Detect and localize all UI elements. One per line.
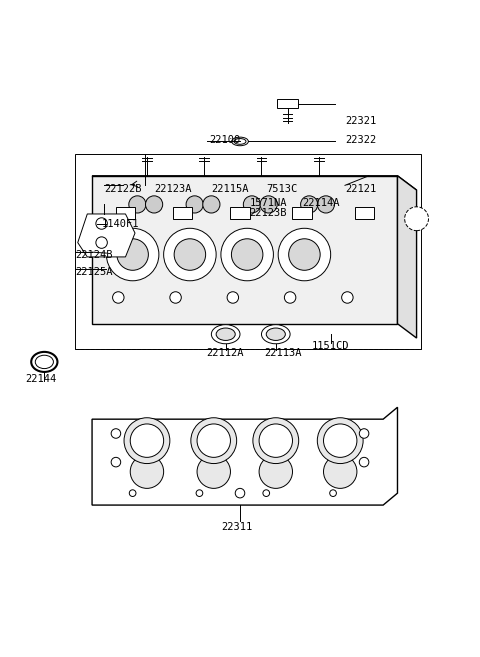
Circle shape <box>186 196 203 213</box>
Text: 22121: 22121 <box>345 184 376 194</box>
Circle shape <box>259 424 292 457</box>
Text: 22322: 22322 <box>345 135 376 145</box>
Text: 22115A: 22115A <box>211 184 249 194</box>
Text: 22311: 22311 <box>221 522 252 532</box>
Text: 22123B: 22123B <box>250 208 287 218</box>
Text: 22122B: 22122B <box>104 184 142 194</box>
Polygon shape <box>92 176 397 324</box>
Circle shape <box>164 228 216 281</box>
Text: 22125A: 22125A <box>75 267 113 277</box>
Circle shape <box>191 418 237 464</box>
Circle shape <box>360 457 369 467</box>
Polygon shape <box>92 407 397 505</box>
Polygon shape <box>92 176 417 190</box>
Polygon shape <box>277 99 298 108</box>
Ellipse shape <box>262 325 290 344</box>
Circle shape <box>317 418 363 464</box>
Circle shape <box>235 488 245 498</box>
Circle shape <box>107 228 159 281</box>
Text: 1151CD: 1151CD <box>312 341 349 351</box>
Circle shape <box>130 424 164 457</box>
Circle shape <box>130 455 164 488</box>
Polygon shape <box>78 214 135 257</box>
Circle shape <box>253 418 299 464</box>
Text: 1571NA: 1571NA <box>250 198 287 208</box>
Circle shape <box>117 238 148 270</box>
Circle shape <box>129 196 146 213</box>
Circle shape <box>170 292 181 304</box>
Circle shape <box>259 455 292 488</box>
Circle shape <box>405 207 429 231</box>
Circle shape <box>342 292 353 304</box>
Text: 22114A: 22114A <box>302 198 339 208</box>
Circle shape <box>317 196 335 213</box>
Circle shape <box>174 238 205 270</box>
Polygon shape <box>116 207 135 219</box>
Text: 1140F1: 1140F1 <box>102 219 139 229</box>
Circle shape <box>231 238 263 270</box>
Circle shape <box>124 418 170 464</box>
Circle shape <box>243 196 261 213</box>
Ellipse shape <box>266 328 285 340</box>
Ellipse shape <box>216 328 235 340</box>
Circle shape <box>197 424 230 457</box>
Circle shape <box>113 292 124 304</box>
Circle shape <box>288 238 320 270</box>
Circle shape <box>284 292 296 304</box>
Text: 22144: 22144 <box>25 374 57 384</box>
Circle shape <box>300 196 318 213</box>
Text: 22112A: 22112A <box>206 348 244 358</box>
Polygon shape <box>397 176 417 338</box>
Circle shape <box>111 457 120 467</box>
Polygon shape <box>355 207 373 219</box>
Circle shape <box>111 429 120 438</box>
Text: 7513C: 7513C <box>266 184 298 194</box>
Circle shape <box>260 196 277 213</box>
Circle shape <box>145 196 163 213</box>
Circle shape <box>227 292 239 304</box>
Text: 22113A: 22113A <box>264 348 301 358</box>
Circle shape <box>324 455 357 488</box>
Text: 22123A: 22123A <box>154 184 192 194</box>
Text: 22100: 22100 <box>209 135 240 145</box>
Circle shape <box>278 228 331 281</box>
Polygon shape <box>230 207 250 219</box>
Circle shape <box>221 228 274 281</box>
Polygon shape <box>173 207 192 219</box>
Circle shape <box>360 429 369 438</box>
Circle shape <box>197 455 230 488</box>
Circle shape <box>203 196 220 213</box>
Polygon shape <box>292 207 312 219</box>
Text: 22321: 22321 <box>345 116 376 126</box>
Text: 22124B: 22124B <box>75 250 113 260</box>
Ellipse shape <box>211 325 240 344</box>
Circle shape <box>324 424 357 457</box>
